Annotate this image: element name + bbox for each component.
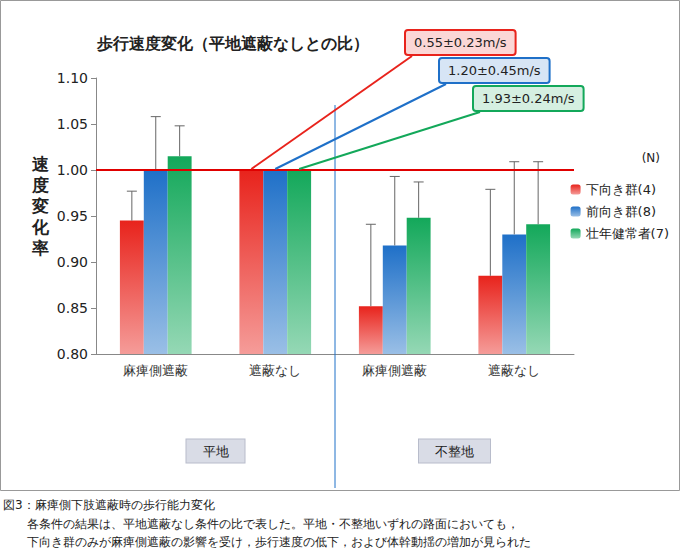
svg-text:化: 化 — [31, 217, 50, 237]
svg-text:0.95: 0.95 — [57, 208, 88, 224]
svg-text:0.90: 0.90 — [57, 254, 88, 270]
svg-text:下向き群(4): 下向き群(4) — [586, 182, 656, 197]
svg-text:1.05: 1.05 — [57, 116, 88, 132]
svg-text:遮蔽なし: 遮蔽なし — [249, 363, 301, 378]
svg-text:0.85: 0.85 — [57, 300, 88, 316]
svg-text:図3：麻痺側下肢遮蔽時の歩行能力変化: 図3：麻痺側下肢遮蔽時の歩行能力変化 — [3, 498, 215, 512]
svg-text:(N): (N) — [642, 151, 660, 165]
svg-text:下向き群のみが麻痺側遮蔽の影響を受け，歩行速度の低下，および: 下向き群のみが麻痺側遮蔽の影響を受け，歩行速度の低下，および体幹動揺の増加が見ら… — [27, 535, 531, 549]
svg-text:1.00: 1.00 — [57, 162, 88, 178]
svg-text:0.55±0.23m/s: 0.55±0.23m/s — [414, 35, 507, 50]
svg-text:麻痺側遮蔽: 麻痺側遮蔽 — [362, 363, 427, 378]
svg-text:壮年健常者(7): 壮年健常者(7) — [585, 226, 669, 241]
svg-text:前向き群(8): 前向き群(8) — [586, 204, 656, 219]
svg-text:度: 度 — [31, 175, 49, 195]
svg-text:平地: 平地 — [203, 444, 229, 459]
svg-text:1.10: 1.10 — [57, 70, 88, 86]
svg-text:0.80: 0.80 — [57, 346, 88, 362]
svg-text:各条件の結果は、平地遮蔽なし条件の比で表した。平地・不整地い: 各条件の結果は、平地遮蔽なし条件の比で表した。平地・不整地いずれの路面においても… — [27, 517, 519, 531]
svg-text:歩行速度変化（平地遮蔽なしとの比）: 歩行速度変化（平地遮蔽なしとの比） — [96, 34, 369, 53]
svg-text:1.20±0.45m/s: 1.20±0.45m/s — [448, 63, 541, 78]
svg-text:率: 率 — [31, 238, 49, 258]
svg-text:速: 速 — [32, 154, 49, 174]
svg-text:変: 変 — [31, 196, 49, 216]
svg-text:1.93±0.24m/s: 1.93±0.24m/s — [482, 91, 575, 106]
svg-text:遮蔽なし: 遮蔽なし — [488, 363, 540, 378]
svg-text:麻痺側遮蔽: 麻痺側遮蔽 — [123, 363, 188, 378]
svg-text:不整地: 不整地 — [435, 444, 474, 459]
